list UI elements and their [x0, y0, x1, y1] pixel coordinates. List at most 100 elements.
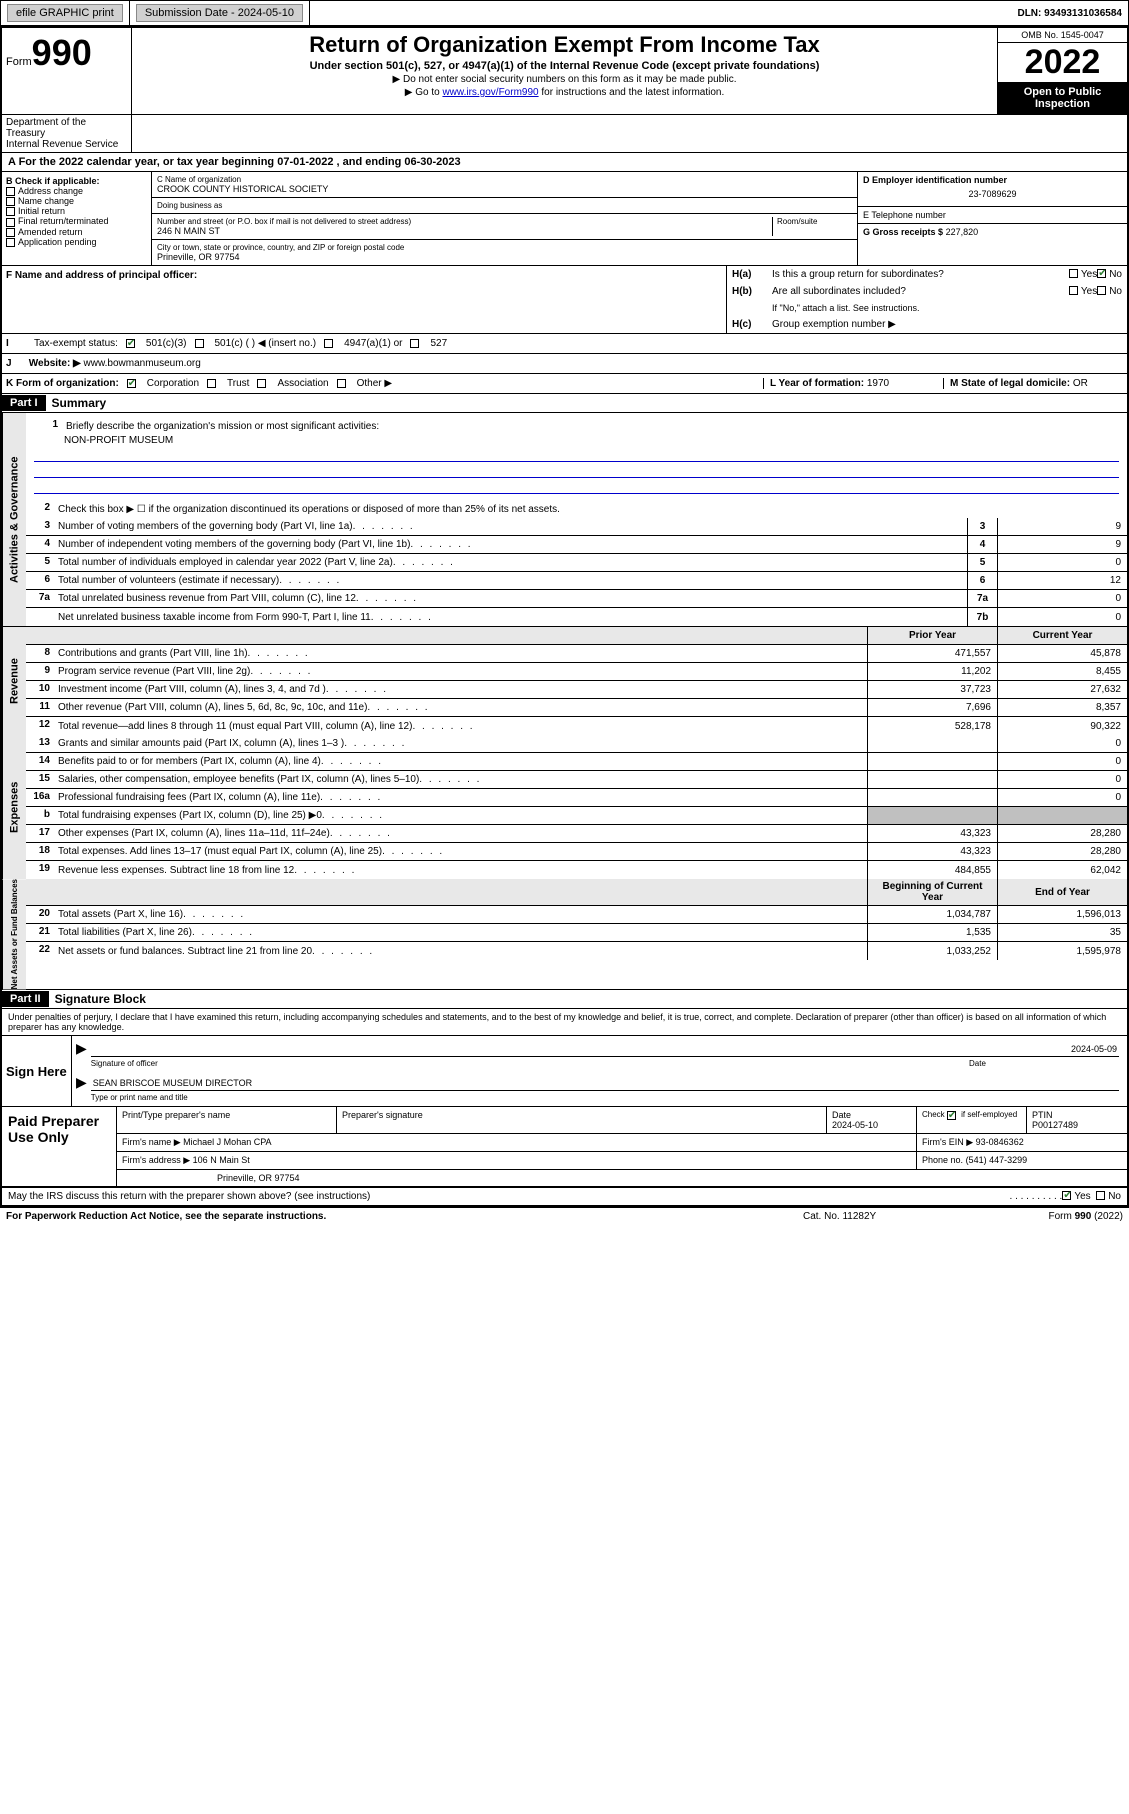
checkbox-assoc[interactable] — [257, 379, 266, 388]
cat-number: Cat. No. 11282Y — [803, 1211, 983, 1222]
row-j: J Website: ▶ www.bowmanmuseum.org — [2, 354, 1127, 374]
table-row: 10Investment income (Part VIII, column (… — [26, 681, 1127, 699]
domicile-label: M State of legal domicile: — [950, 378, 1070, 389]
part1-body: Activities & Governance 1 Briefly descri… — [2, 413, 1127, 627]
dln-label: DLN: 93493131036584 — [1011, 5, 1128, 22]
efile-label: efile GRAPHIC print — [1, 1, 130, 25]
sign-here-row: Sign Here ▶ 2024-05-09 Signature of offi… — [2, 1036, 1127, 1107]
checkbox-527[interactable] — [410, 339, 419, 348]
side-revenue: Revenue — [2, 627, 26, 735]
org-name-label: C Name of organization — [157, 175, 852, 184]
table-row: 18Total expenses. Add lines 13–17 (must … — [26, 843, 1127, 861]
table-row: 21Total liabilities (Part X, line 26)1,5… — [26, 924, 1127, 942]
submission-button[interactable]: Submission Date - 2024-05-10 — [136, 4, 303, 22]
form-subtitle: Under section 501(c), 527, or 4947(a)(1)… — [136, 60, 993, 72]
checkbox-trust[interactable] — [207, 379, 216, 388]
checkbox-501c3[interactable] — [126, 339, 135, 348]
city-value: Prineville, OR 97754 — [157, 252, 852, 262]
top-bar: efile GRAPHIC print Submission Date - 20… — [0, 0, 1129, 26]
section-bcd: B Check if applicable: Address change Na… — [2, 172, 1127, 266]
h-b-text: Are all subordinates included? — [772, 286, 1069, 297]
form-header: Form990 Return of Organization Exempt Fr… — [2, 28, 1127, 115]
form-container: Form990 Return of Organization Exempt Fr… — [0, 26, 1129, 1207]
addr-value: 246 N MAIN ST — [157, 226, 772, 236]
form-org-label: K Form of organization: — [6, 378, 119, 389]
table-row: 22Net assets or fund balances. Subtract … — [26, 942, 1127, 960]
col-end-header: End of Year — [997, 879, 1127, 905]
line1-desc: Briefly describe the organization's miss… — [62, 417, 1119, 435]
penalty-text: Under penalties of perjury, I declare th… — [2, 1009, 1127, 1036]
addr-label: Number and street (or P.O. box if mail i… — [157, 217, 772, 226]
netassets-section: Net Assets or Fund Balances Beginning of… — [2, 879, 1127, 990]
side-expenses: Expenses — [2, 735, 26, 879]
mission-text: NON-PROFIT MUSEUM — [34, 435, 1119, 446]
part1-badge: Part I — [2, 395, 46, 411]
checkbox-pending[interactable] — [6, 238, 15, 247]
omb-number: OMB No. 1545-0047 — [998, 28, 1127, 43]
dept-label: Department of the Treasury Internal Reve… — [2, 115, 132, 152]
checkbox-discuss-no[interactable] — [1096, 1191, 1105, 1200]
prep-date: 2024-05-10 — [832, 1120, 911, 1130]
part1-header-row: Part I Summary — [2, 394, 1127, 413]
checkbox-initial[interactable] — [6, 207, 15, 216]
checkbox-501c[interactable] — [195, 339, 204, 348]
col-prior-header: Prior Year — [867, 627, 997, 644]
form-note2: ▶ Go to www.irs.gov/Form990 for instruct… — [136, 87, 993, 98]
paid-preparer-label: Paid Preparer Use Only — [2, 1107, 117, 1186]
form-title: Return of Organization Exempt From Incom… — [136, 32, 993, 58]
row-k: K Form of organization: Corporation Trus… — [2, 374, 1127, 394]
form-note1: ▶ Do not enter social security numbers o… — [136, 74, 993, 85]
checkbox-corp[interactable] — [127, 379, 136, 388]
paperwork-notice: For Paperwork Reduction Act Notice, see … — [6, 1211, 803, 1222]
table-row: 13Grants and similar amounts paid (Part … — [26, 735, 1127, 753]
year-formation-label: L Year of formation: — [770, 378, 864, 389]
table-row: 16aProfessional fundraising fees (Part I… — [26, 789, 1127, 807]
checkbox-other[interactable] — [337, 379, 346, 388]
expenses-section: Expenses 13Grants and similar amounts pa… — [2, 735, 1127, 879]
row-i: I Tax-exempt status: 501(c)(3) 501(c) ( … — [2, 334, 1127, 354]
checkbox-ha-yes[interactable] — [1069, 269, 1078, 278]
arrow-icon: ▶ — [76, 1040, 87, 1068]
self-employed-check[interactable]: Check if self-employed — [922, 1110, 1017, 1119]
checkbox-final[interactable] — [6, 218, 15, 227]
efile-button[interactable]: efile GRAPHIC print — [7, 4, 123, 22]
checkbox-4947[interactable] — [324, 339, 333, 348]
table-row: 17Other expenses (Part IX, column (A), l… — [26, 825, 1127, 843]
website-label: Website: ▶ — [29, 358, 81, 369]
firm-ein-label: Firm's EIN ▶ — [922, 1137, 973, 1147]
h-b-note: If "No," attach a list. See instructions… — [772, 303, 919, 313]
checkbox-discuss-yes[interactable] — [1062, 1191, 1071, 1200]
checkbox-hb-yes[interactable] — [1069, 286, 1078, 295]
checkbox-address[interactable] — [6, 187, 15, 196]
gross-value: 227,820 — [946, 227, 979, 237]
firm-phone-label: Phone no. — [922, 1155, 963, 1165]
prep-date-label: Date — [832, 1110, 911, 1120]
box-h: H(a)Is this a group return for subordina… — [727, 266, 1127, 333]
irs-link[interactable]: www.irs.gov/Form990 — [442, 87, 538, 98]
checkbox-ha-no[interactable] — [1097, 269, 1106, 278]
checkbox-name[interactable] — [6, 197, 15, 206]
submission-cell: Submission Date - 2024-05-10 — [130, 1, 310, 25]
box-d: D Employer identification number 23-7089… — [857, 172, 1127, 265]
box-f: F Name and address of principal officer: — [2, 266, 727, 333]
col-current-header: Current Year — [997, 627, 1127, 644]
dba-label: Doing business as — [157, 201, 852, 210]
part2-title: Signature Block — [49, 990, 152, 1008]
tax-status-label: Tax-exempt status: — [34, 338, 118, 349]
sig-date: 2024-05-09 — [1071, 1044, 1117, 1054]
table-row: 3Number of voting members of the governi… — [26, 518, 1127, 536]
form-number: 990 — [32, 32, 92, 73]
side-netassets: Net Assets or Fund Balances — [2, 879, 26, 989]
city-label: City or town, state or province, country… — [157, 243, 852, 252]
phone-label: E Telephone number — [863, 210, 1122, 220]
box-c: C Name of organization CROOK COUNTY HIST… — [152, 172, 857, 265]
checkbox-hb-no[interactable] — [1097, 286, 1106, 295]
year-box: OMB No. 1545-0047 2022 Open to Public In… — [997, 28, 1127, 114]
table-row: 9Program service revenue (Part VIII, lin… — [26, 663, 1127, 681]
checkbox-amended[interactable] — [6, 228, 15, 237]
gross-label: G Gross receipts $ — [863, 227, 943, 237]
tax-year: 2022 — [998, 43, 1127, 82]
firm-name: Michael J Mohan CPA — [183, 1137, 271, 1147]
website-value: www.bowmanmuseum.org — [84, 358, 201, 369]
open-public-badge: Open to Public Inspection — [998, 82, 1127, 114]
